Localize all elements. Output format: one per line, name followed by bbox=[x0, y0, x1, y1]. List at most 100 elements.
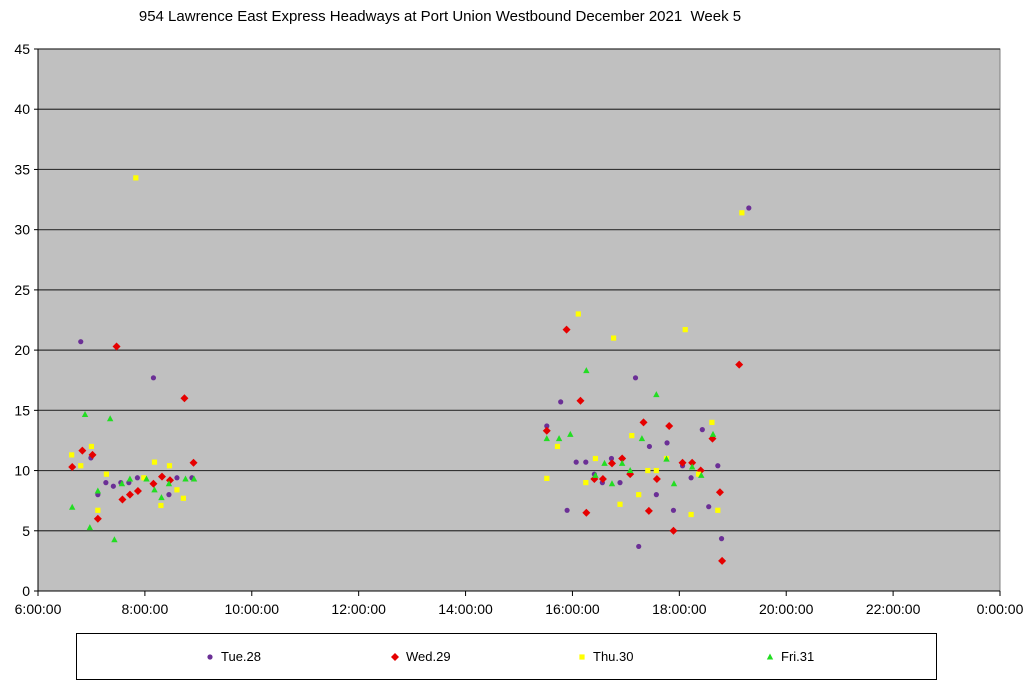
data-point bbox=[695, 471, 702, 477]
data-point bbox=[592, 471, 599, 478]
data-point bbox=[618, 459, 626, 466]
data-point bbox=[715, 488, 724, 497]
data-point bbox=[78, 339, 84, 345]
data-point bbox=[174, 487, 180, 493]
data-point bbox=[644, 506, 653, 515]
triangle-marker-icon bbox=[766, 653, 774, 659]
data-point bbox=[166, 492, 172, 498]
data-point bbox=[582, 508, 591, 517]
data-point bbox=[592, 455, 599, 462]
x-tick-label: 8:00:00 bbox=[122, 601, 169, 617]
data-point bbox=[81, 411, 89, 418]
data-point bbox=[151, 459, 158, 465]
scatter-plot: 0 5 10 15 20 25 30 35 40 45 6:00:00 8:00:00 10:00:00… bbox=[14, 41, 1024, 617]
legend-marker bbox=[766, 653, 774, 659]
data-point bbox=[78, 463, 84, 469]
y-tick-label: 25 bbox=[14, 282, 30, 298]
data-point bbox=[143, 475, 150, 482]
data-point bbox=[653, 391, 660, 398]
data-point bbox=[555, 435, 563, 442]
data-point bbox=[653, 492, 659, 498]
data-point bbox=[601, 459, 608, 466]
data-point bbox=[709, 430, 717, 437]
data-point bbox=[688, 511, 694, 518]
data-point bbox=[141, 475, 147, 481]
data-point bbox=[629, 433, 635, 439]
data-point bbox=[112, 342, 121, 351]
data-point bbox=[645, 467, 651, 474]
data-point bbox=[688, 463, 696, 470]
data-point bbox=[746, 205, 752, 211]
data-point bbox=[150, 375, 157, 381]
data-point bbox=[706, 504, 712, 510]
data-point bbox=[149, 479, 158, 488]
data-point bbox=[688, 458, 697, 467]
x-tick-label: 0:00:00 bbox=[977, 601, 1024, 617]
data-point bbox=[682, 327, 688, 333]
series-thu-30 bbox=[69, 175, 745, 518]
legend-item: Wed.29 bbox=[390, 649, 451, 664]
data-point bbox=[544, 423, 550, 429]
data-point bbox=[118, 495, 127, 504]
data-point bbox=[618, 454, 627, 463]
data-point bbox=[608, 455, 615, 462]
x-tick-label: 6:00:00 bbox=[15, 601, 62, 617]
data-point bbox=[718, 536, 725, 542]
data-point bbox=[617, 480, 623, 486]
y-tick-label: 30 bbox=[14, 222, 30, 238]
data-point bbox=[598, 474, 607, 483]
legend-label: Wed.29 bbox=[406, 649, 451, 664]
data-point bbox=[158, 494, 165, 501]
data-point bbox=[638, 435, 646, 442]
data-point bbox=[626, 467, 634, 474]
series-fri-31 bbox=[69, 367, 717, 543]
data-point bbox=[69, 503, 76, 510]
data-point bbox=[94, 487, 102, 494]
series-tue-28 bbox=[78, 205, 752, 550]
data-point bbox=[151, 486, 158, 493]
data-point bbox=[166, 463, 173, 469]
data-point bbox=[93, 514, 102, 523]
y-tick-label: 45 bbox=[14, 41, 30, 57]
x-tick-label: 12:00:00 bbox=[331, 601, 386, 617]
data-point bbox=[698, 471, 705, 478]
data-point bbox=[562, 325, 571, 334]
data-point bbox=[670, 507, 677, 513]
y-tick-label: 20 bbox=[14, 342, 30, 358]
x-tick-label: 18:00:00 bbox=[652, 601, 707, 617]
data-point bbox=[180, 394, 189, 403]
circle-marker-icon bbox=[207, 653, 213, 660]
data-point bbox=[111, 536, 118, 543]
legend-marker bbox=[391, 652, 399, 661]
legend: Tue.28 Wed.29 Thu.30 Fri.31 bbox=[76, 633, 937, 680]
data-point bbox=[554, 443, 561, 450]
data-point bbox=[739, 210, 745, 216]
data-point bbox=[190, 475, 198, 482]
data-point bbox=[95, 507, 101, 513]
data-point bbox=[608, 480, 616, 487]
data-point bbox=[576, 396, 585, 405]
x-tick-label: 22:00:00 bbox=[866, 601, 921, 617]
y-tick-label: 35 bbox=[14, 161, 30, 177]
data-point bbox=[182, 475, 189, 482]
x-tick-label: 14:00:00 bbox=[438, 601, 493, 617]
data-point bbox=[165, 480, 173, 487]
data-point bbox=[715, 507, 721, 513]
data-point bbox=[133, 175, 139, 181]
data-point bbox=[636, 543, 642, 550]
data-point bbox=[678, 458, 687, 467]
legend-item: Fri.31 bbox=[765, 649, 814, 664]
data-point bbox=[78, 446, 87, 455]
legend-item: Thu.30 bbox=[577, 649, 633, 664]
diamond-marker-icon bbox=[391, 652, 399, 661]
data-point bbox=[564, 507, 570, 513]
x-tick-label: 20:00:00 bbox=[759, 601, 814, 617]
data-point bbox=[125, 490, 134, 499]
data-point bbox=[157, 472, 166, 481]
data-point bbox=[583, 367, 590, 374]
y-tick-label: 40 bbox=[14, 101, 30, 117]
data-point bbox=[558, 399, 564, 405]
data-point bbox=[126, 475, 134, 482]
x-tick-label: 10:00:00 bbox=[225, 601, 280, 617]
data-point bbox=[670, 480, 678, 487]
